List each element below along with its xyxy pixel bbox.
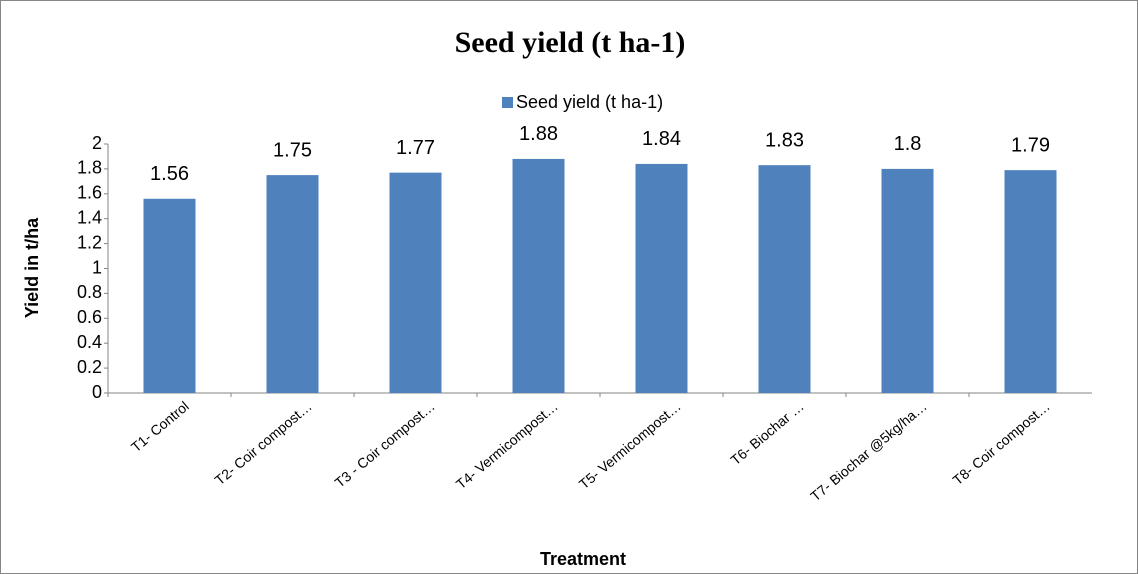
bar [143,198,196,393]
bar [389,172,442,393]
y-tick-label: 1.2 [77,232,102,252]
y-tick-label: 1.8 [77,158,102,178]
data-label: 1.84 [642,128,681,150]
data-label: 1.83 [765,129,804,151]
data-label: 1.88 [519,123,558,145]
y-tick-label: 1.4 [77,207,102,227]
data-label: 1.75 [273,139,312,161]
data-label: 1.8 [894,133,922,155]
bar [266,175,319,393]
bar [758,165,811,393]
legend-label: Seed yield (t ha-1) [516,92,663,112]
y-tick-label: 0.6 [77,307,102,327]
y-axis-label: Yield in t/ha [22,217,42,318]
bar [881,168,934,393]
x-axis-label: Treatment [540,549,626,569]
bar [635,163,688,393]
legend-swatch [502,97,513,108]
bar [1004,170,1057,393]
y-tick-label: 0.8 [77,282,102,302]
chart-title: Seed yield (t ha-1) [455,26,686,59]
y-tick-label: 1.6 [77,183,102,203]
data-label: 1.56 [150,163,189,185]
y-tick-label: 0.4 [77,332,102,352]
data-label: 1.77 [396,137,435,159]
y-tick-label: 2 [92,133,102,153]
data-label: 1.79 [1011,134,1050,156]
y-tick-label: 0 [92,382,102,402]
y-tick-label: 0.2 [77,357,102,377]
bar [512,158,565,393]
y-tick-label: 1 [92,257,102,277]
